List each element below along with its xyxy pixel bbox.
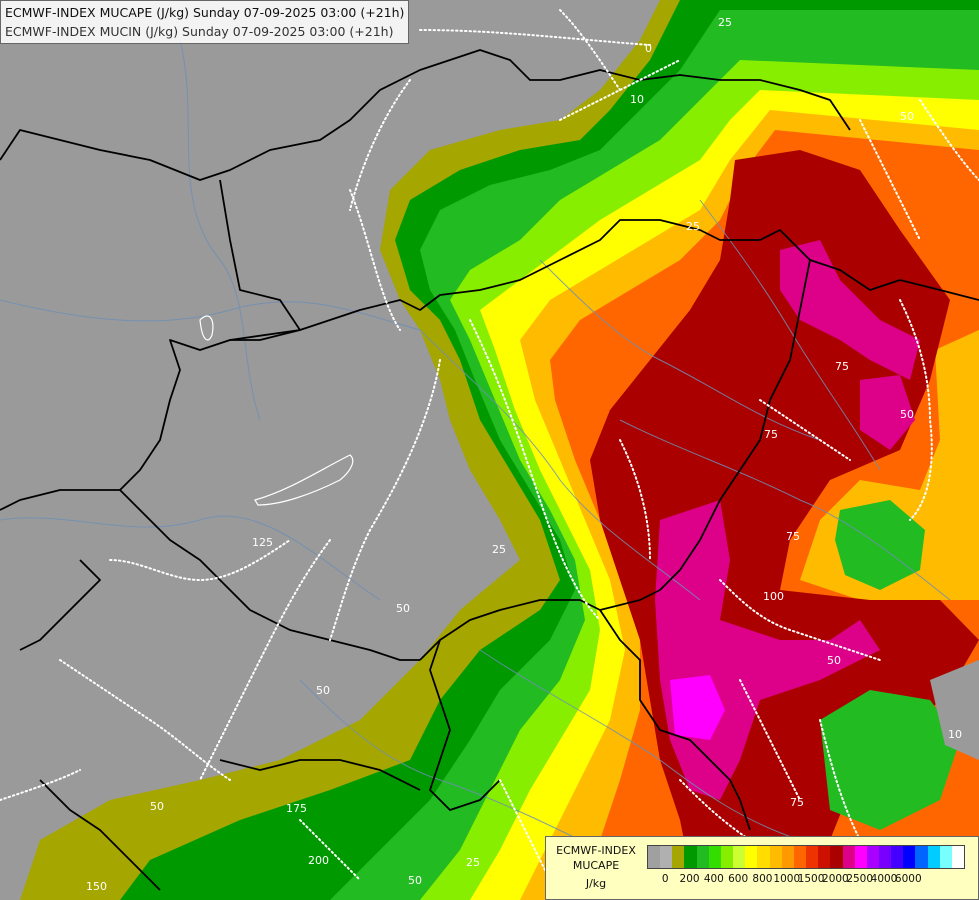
cin-label: 125	[252, 536, 273, 549]
cape-pocket-se-grey	[930, 660, 979, 760]
legend-swatch	[951, 846, 965, 868]
legend-swatch	[733, 846, 746, 868]
cin-label: 10	[630, 93, 644, 106]
cin-label: 50	[408, 874, 422, 887]
legend-tick-label: 1500	[797, 873, 825, 885]
small-lake-outline	[199, 315, 214, 341]
legend-tick-label: 6000	[894, 873, 922, 885]
map-title-box: ECMWF-INDEX MUCAPE (J/kg) Sunday 07-09-2…	[0, 0, 410, 44]
legend-tick-label: 400	[703, 873, 724, 885]
legend-tick-label: 2000	[822, 873, 849, 885]
legend-swatch	[708, 846, 721, 868]
legend-swatch	[866, 846, 879, 868]
legend-swatch	[757, 846, 770, 868]
cin-label: 50	[150, 800, 164, 813]
legend-swatch	[781, 846, 794, 868]
cin-label: 25	[718, 16, 732, 29]
legend-swatch	[842, 846, 855, 868]
cin-label: 10	[948, 728, 962, 741]
legend-tick-label: 600	[728, 873, 749, 885]
color-legend: ECMWF-INDEX MUCAPE J/kg 0 200 400 600 800 100…	[545, 836, 979, 900]
legend-swatch	[818, 846, 831, 868]
cin-label: 0	[645, 42, 652, 55]
legend-swatch	[745, 846, 758, 868]
cape-band-magenta-east	[860, 375, 915, 450]
legend-ticks: 0 200 400 600 800 1000 1500 2000 2500 4000 6000	[647, 873, 977, 887]
legend-tick-label: 1000	[773, 873, 801, 885]
legend-swatch	[769, 846, 782, 868]
cin-label: 50	[396, 602, 410, 615]
cin-label: 25	[686, 220, 700, 233]
cin-label: 100	[763, 590, 784, 603]
legend-swatch	[696, 846, 709, 868]
cin-label: 50	[900, 408, 914, 421]
legend-swatch	[830, 846, 843, 868]
legend-swatch	[660, 846, 673, 868]
legend-swatch	[903, 846, 916, 868]
legend-swatch	[854, 846, 867, 868]
legend-swatch	[793, 846, 807, 868]
legend-swatch	[806, 846, 819, 868]
legend-tick-label: 200	[679, 873, 700, 885]
legend-variable: MUCAPE	[572, 859, 620, 872]
cin-label: 150	[86, 880, 107, 893]
legend-title: ECMWF-INDEX	[556, 844, 636, 857]
legend-tick-label: 0	[661, 873, 669, 885]
cin-label: 25	[492, 543, 506, 556]
legend-tick-label: 2500	[846, 873, 874, 885]
country-borders	[0, 49, 979, 891]
cin-label: 75	[835, 360, 849, 373]
legend-swatch	[672, 846, 685, 868]
legend-swatches	[647, 845, 965, 869]
map-title-mucape: ECMWF-INDEX MUCAPE (J/kg) Sunday 07-09-2…	[5, 5, 405, 20]
legend-swatch	[927, 846, 940, 868]
cin-label: 25	[466, 856, 480, 869]
cape-band-bright-magenta	[670, 675, 725, 740]
cin-labels: 0 25 10 25 50 75 50 75 100 75 50 125 50 …	[86, 16, 962, 893]
legend-swatch	[915, 846, 928, 868]
cin-label: 50	[827, 654, 841, 667]
legend-swatch	[891, 846, 904, 868]
cape-pocket-se-green	[820, 690, 960, 830]
cin-label: 75	[790, 796, 804, 809]
cin-label: 50	[316, 684, 330, 697]
cin-label: 75	[786, 530, 800, 543]
cin-label: 50	[900, 110, 914, 123]
legend-swatch	[939, 846, 952, 868]
legend-tick-label: 4000	[870, 873, 898, 885]
cin-label: 75	[764, 428, 778, 441]
map-title-mucin: ECMWF-INDEX MUCIN (J/kg) Sunday 07-09-20…	[5, 24, 394, 39]
cape-band-magenta-north	[780, 240, 920, 380]
legend-swatch	[684, 846, 697, 868]
legend-swatch	[878, 846, 892, 868]
cape-pocket-east-green	[835, 500, 925, 590]
cin-label: 175	[286, 802, 307, 815]
cin-label: 200	[308, 854, 329, 867]
legend-unit: J/kg	[585, 877, 607, 890]
legend-swatch	[648, 846, 661, 868]
lake-outline	[254, 454, 354, 506]
legend-tick-label: 800	[752, 873, 773, 885]
legend-swatch	[720, 846, 734, 868]
rivers	[0, 39, 951, 861]
cin-contours	[0, 9, 979, 900]
